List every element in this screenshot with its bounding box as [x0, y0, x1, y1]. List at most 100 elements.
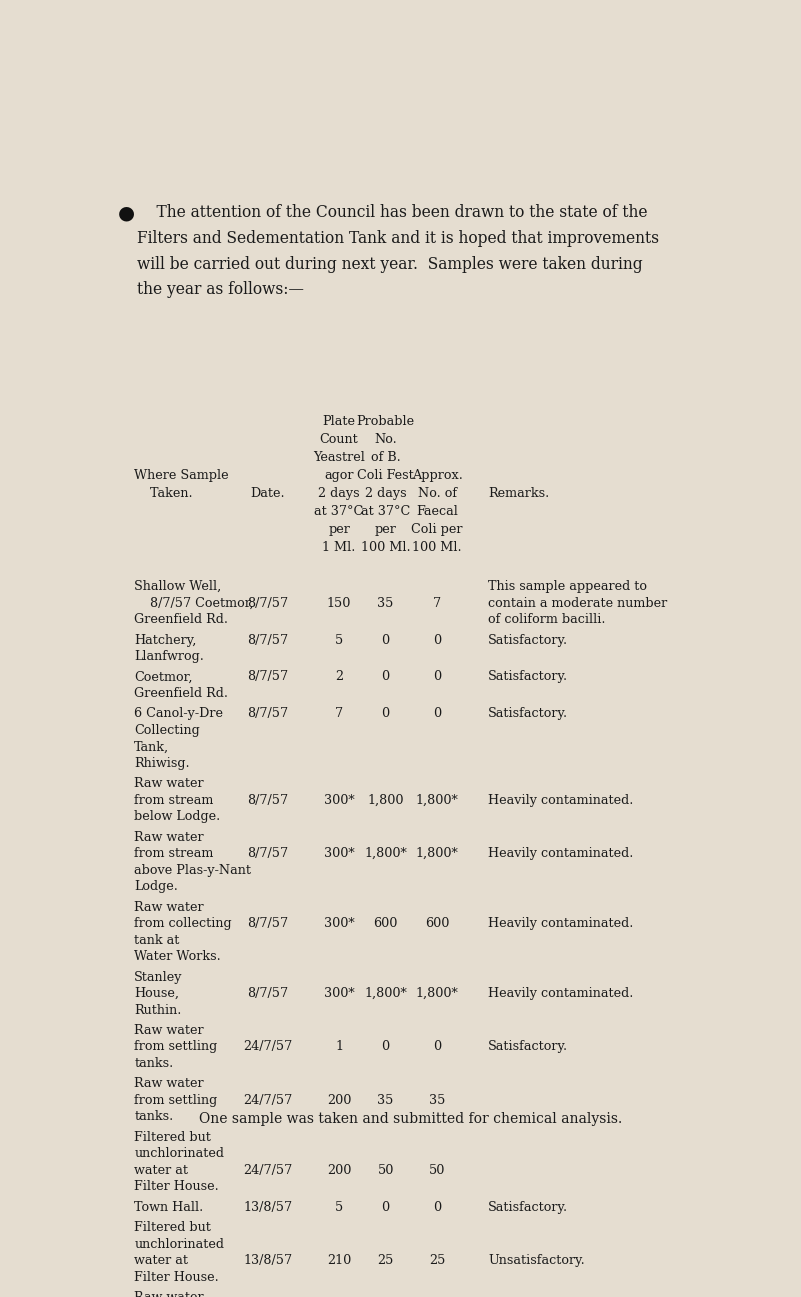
- Text: 1,800*: 1,800*: [416, 847, 459, 860]
- Text: agor: agor: [324, 470, 354, 482]
- Text: water at: water at: [135, 1163, 188, 1176]
- Text: No. of: No. of: [417, 488, 457, 501]
- Text: 5: 5: [335, 633, 344, 646]
- Text: from collecting: from collecting: [135, 917, 232, 930]
- Text: 8/7/57: 8/7/57: [248, 847, 288, 860]
- Text: No.: No.: [374, 433, 397, 446]
- Text: Filter House.: Filter House.: [135, 1180, 219, 1193]
- Text: 8/7/57: 8/7/57: [248, 794, 288, 807]
- Text: unchlorinated: unchlorinated: [135, 1237, 224, 1250]
- Text: Unsatisfactory.: Unsatisfactory.: [488, 1254, 585, 1267]
- Text: ●: ●: [118, 204, 135, 223]
- Text: 1 Ml.: 1 Ml.: [323, 541, 356, 554]
- Text: tanks.: tanks.: [135, 1057, 174, 1070]
- Text: Rhiwisg.: Rhiwisg.: [135, 757, 190, 770]
- Text: 1,800: 1,800: [368, 794, 404, 807]
- Text: Lodge.: Lodge.: [135, 881, 178, 894]
- Text: Taken.: Taken.: [135, 488, 193, 501]
- Text: 100 Ml.: 100 Ml.: [361, 541, 410, 554]
- Text: Satisfactory.: Satisfactory.: [488, 1040, 568, 1053]
- Text: at 37°C: at 37°C: [361, 506, 410, 519]
- Text: tanks.: tanks.: [135, 1110, 174, 1123]
- Text: Tank,: Tank,: [135, 741, 169, 754]
- Text: Approx.: Approx.: [412, 470, 463, 482]
- Text: This sample appeared to: This sample appeared to: [488, 580, 647, 593]
- Text: 8/7/57: 8/7/57: [248, 707, 288, 720]
- Text: 2: 2: [335, 671, 343, 684]
- Text: 24/7/57: 24/7/57: [244, 1163, 292, 1176]
- Text: 100 Ml.: 100 Ml.: [413, 541, 462, 554]
- Text: 35: 35: [377, 597, 394, 610]
- Text: Collecting: Collecting: [135, 724, 200, 737]
- Text: Raw water: Raw water: [135, 900, 204, 913]
- Text: 8/7/57: 8/7/57: [248, 671, 288, 684]
- Text: 600: 600: [373, 917, 398, 930]
- Text: 1,800*: 1,800*: [364, 847, 407, 860]
- Text: Raw water: Raw water: [135, 777, 204, 790]
- Text: 8/7/57: 8/7/57: [248, 633, 288, 646]
- Text: 2 days: 2 days: [318, 488, 360, 501]
- Text: from stream: from stream: [135, 794, 214, 807]
- Text: 25: 25: [429, 1254, 445, 1267]
- Text: 300*: 300*: [324, 987, 354, 1000]
- Text: 300*: 300*: [324, 794, 354, 807]
- Text: 25: 25: [377, 1254, 394, 1267]
- Text: 0: 0: [381, 1040, 390, 1053]
- Text: 6 Canol-y-Dre: 6 Canol-y-Dre: [135, 707, 223, 720]
- Text: The attention of the Council has been drawn to the state of the: The attention of the Council has been dr…: [138, 204, 648, 220]
- Text: 8/7/57 Coetmor,: 8/7/57 Coetmor,: [135, 597, 254, 610]
- Text: One sample was taken and submitted for chemical analysis.: One sample was taken and submitted for c…: [199, 1113, 622, 1126]
- Text: 0: 0: [381, 671, 390, 684]
- Text: Where Sample: Where Sample: [135, 470, 229, 482]
- Text: 300*: 300*: [324, 847, 354, 860]
- Text: will be carried out during next year.  Samples were taken during: will be carried out during next year. Sa…: [138, 256, 643, 272]
- Text: water at: water at: [135, 1254, 188, 1267]
- Text: of B.: of B.: [371, 451, 400, 464]
- Text: 5: 5: [335, 1201, 344, 1214]
- Text: 0: 0: [433, 707, 441, 720]
- Text: Date.: Date.: [251, 488, 285, 501]
- Text: 0: 0: [381, 1201, 390, 1214]
- Text: 1,800*: 1,800*: [416, 794, 459, 807]
- Text: 8/7/57: 8/7/57: [248, 987, 288, 1000]
- Text: Raw water: Raw water: [135, 1078, 204, 1091]
- Text: 7: 7: [433, 597, 441, 610]
- Text: Greenfield Rd.: Greenfield Rd.: [135, 687, 228, 700]
- Text: Heavily contaminated.: Heavily contaminated.: [488, 847, 634, 860]
- Text: Hatchery,: Hatchery,: [135, 633, 196, 646]
- Text: 0: 0: [433, 1040, 441, 1053]
- Text: unchlorinated: unchlorinated: [135, 1148, 224, 1161]
- Text: Heavily contaminated.: Heavily contaminated.: [488, 794, 634, 807]
- Text: Satisfactory.: Satisfactory.: [488, 671, 568, 684]
- Text: Filtered but: Filtered but: [135, 1222, 211, 1235]
- Text: 1,800*: 1,800*: [364, 987, 407, 1000]
- Text: 600: 600: [425, 917, 449, 930]
- Text: Raw water: Raw water: [135, 1025, 204, 1038]
- Text: 0: 0: [381, 707, 390, 720]
- Text: Count: Count: [320, 433, 359, 446]
- Text: 8/7/57: 8/7/57: [248, 597, 288, 610]
- Text: 1,800*: 1,800*: [416, 987, 459, 1000]
- Text: Filter House.: Filter House.: [135, 1271, 219, 1284]
- Text: Shallow Well,: Shallow Well,: [135, 580, 222, 593]
- Text: Coli per: Coli per: [412, 523, 463, 536]
- Text: Remarks.: Remarks.: [488, 488, 549, 501]
- Text: House,: House,: [135, 987, 179, 1000]
- Text: 50: 50: [429, 1163, 445, 1176]
- Text: tank at: tank at: [135, 934, 179, 947]
- Text: of coliform bacilli.: of coliform bacilli.: [488, 613, 606, 626]
- Text: per: per: [328, 523, 350, 536]
- Text: 35: 35: [429, 1093, 445, 1106]
- Text: 2 days: 2 days: [365, 488, 406, 501]
- Text: 0: 0: [381, 633, 390, 646]
- Text: Raw water: Raw water: [135, 1291, 204, 1297]
- Text: 8/7/57: 8/7/57: [248, 917, 288, 930]
- Text: above Plas-y-Nant: above Plas-y-Nant: [135, 864, 252, 877]
- Text: Ruthin.: Ruthin.: [135, 1004, 182, 1017]
- Text: 200: 200: [327, 1093, 352, 1106]
- Text: Filters and Sedementation Tank and it is hoped that improvements: Filters and Sedementation Tank and it is…: [138, 230, 659, 246]
- Text: 0: 0: [433, 1201, 441, 1214]
- Text: Probable: Probable: [356, 415, 415, 428]
- Text: Town Hall.: Town Hall.: [135, 1201, 203, 1214]
- Text: Satisfactory.: Satisfactory.: [488, 707, 568, 720]
